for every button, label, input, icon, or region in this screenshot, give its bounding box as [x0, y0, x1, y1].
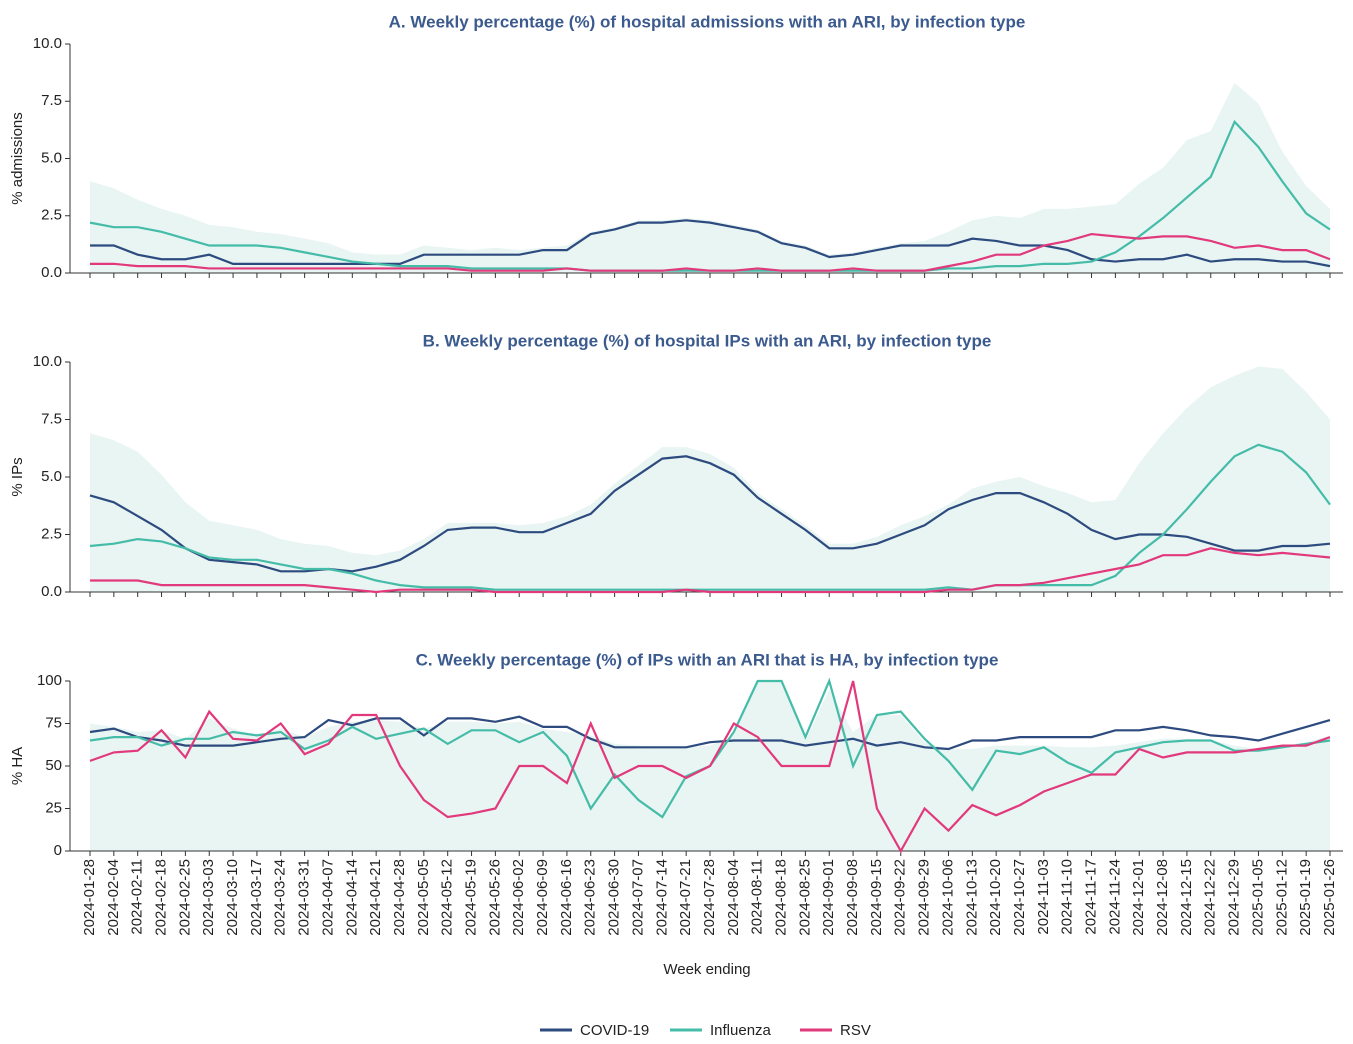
y-tick-label: 7.5: [41, 410, 62, 427]
x-tick-label: 2024-11-03: [1035, 859, 1052, 935]
x-tick-label: 2024-12-15: [1178, 859, 1195, 936]
y-axis-label: % admissions: [9, 112, 26, 205]
x-tick-label: 2024-05-26: [486, 859, 503, 936]
x-tick-label: 2024-04-14: [343, 859, 360, 936]
y-tick-label: 0: [54, 842, 62, 859]
x-tick-label: 2025-01-12: [1273, 859, 1290, 936]
x-tick-label: 2024-09-01: [820, 859, 837, 936]
x-tick-label: 2024-12-01: [1130, 859, 1147, 936]
x-tick-label: 2024-05-19: [463, 859, 480, 936]
band-area: [90, 366, 1330, 592]
x-tick-label: 2024-12-22: [1202, 859, 1219, 936]
x-tick-label: 2024-09-08: [844, 859, 861, 936]
x-tick-label: 2024-06-30: [606, 859, 623, 936]
x-tick-label: 2024-09-15: [868, 859, 885, 936]
series-line: [90, 219, 1331, 268]
x-tick-label: 2025-01-19: [1297, 859, 1314, 936]
x-tick-label: 2024-07-28: [701, 859, 718, 936]
x-tick-label: 2024-03-31: [296, 859, 313, 936]
x-tick-label: 2024-01-28: [81, 859, 98, 936]
x-tick-label: 2024-08-25: [796, 859, 813, 936]
x-tick-label: 2024-09-22: [892, 859, 909, 936]
x-tick-label: 2024-07-21: [677, 859, 694, 936]
x-tick-label: 2024-09-29: [916, 859, 933, 936]
x-tick-label: 2024-02-25: [176, 859, 193, 936]
y-axis-label: % HA: [9, 747, 26, 785]
series-line: [89, 455, 1331, 573]
x-tick-label: 2025-01-26: [1321, 859, 1338, 936]
x-axis-label: Week ending: [663, 961, 750, 978]
x-tick-label: 2024-02-11: [129, 859, 146, 935]
x-tick-label: 2024-06-16: [558, 859, 575, 936]
y-tick-label: 10.0: [33, 35, 62, 52]
chart-title: B. Weekly percentage (%) of hospital IPs…: [423, 331, 992, 350]
y-axis-label: % IPs: [9, 457, 26, 496]
x-tick-label: 2024-12-08: [1154, 859, 1171, 936]
series-line: [90, 232, 1331, 272]
x-tick-label: 2024-04-07: [319, 859, 336, 936]
x-tick-label: 2024-02-18: [153, 859, 170, 936]
x-tick-label: 2024-05-12: [439, 859, 456, 936]
chart-title: C. Weekly percentage (%) of IPs with an …: [416, 650, 999, 669]
x-tick-label: 2024-07-14: [653, 859, 670, 936]
x-tick-label: 2024-08-18: [773, 859, 790, 936]
series-line: [89, 680, 1331, 854]
series-line: [89, 715, 1331, 751]
y-tick-label: 5.0: [41, 468, 62, 485]
y-tick-label: 5.0: [41, 149, 62, 166]
x-tick-label: 2024-03-03: [200, 859, 217, 936]
y-tick-label: 100: [37, 672, 62, 689]
x-tick-label: 2024-11-24: [1106, 859, 1123, 935]
x-tick-label: 2024-10-20: [987, 859, 1004, 936]
series-line: [90, 547, 1331, 594]
y-tick-label: 2.5: [41, 525, 62, 542]
band-area: [90, 82, 1330, 274]
x-tick-label: 2024-03-10: [224, 859, 241, 936]
x-tick-label: 2024-11-10: [1059, 859, 1076, 935]
x-tick-label: 2024-08-04: [725, 859, 742, 936]
x-tick-label: 2024-10-27: [1011, 859, 1028, 936]
x-tick-label: 2025-01-05: [1249, 859, 1266, 936]
x-tick-label: 2024-10-06: [939, 859, 956, 936]
y-tick-label: 75: [45, 714, 62, 731]
x-tick-label: 2024-02-04: [105, 859, 122, 936]
y-tick-label: 0.0: [41, 583, 62, 600]
y-tick-label: 10.0: [33, 353, 62, 370]
x-tick-label: 2024-03-17: [248, 859, 265, 936]
legend-label: COVID-19: [580, 1022, 649, 1039]
y-tick-label: 50: [45, 757, 62, 774]
x-tick-label: 2024-08-11: [749, 859, 766, 935]
y-tick-label: 2.5: [41, 207, 62, 224]
y-tick-label: 0.0: [41, 264, 62, 281]
chart-title: A. Weekly percentage (%) of hospital adm…: [389, 12, 1026, 31]
legend-label: RSV: [840, 1022, 871, 1039]
x-tick-label: 2024-12-29: [1226, 859, 1243, 936]
y-tick-label: 7.5: [41, 92, 62, 109]
x-tick-label: 2024-11-17: [1083, 859, 1100, 935]
x-tick-label: 2024-06-09: [534, 859, 551, 936]
x-tick-label: 2024-03-24: [272, 859, 289, 936]
x-tick-label: 2024-06-02: [510, 859, 527, 936]
legend-label: Influenza: [710, 1022, 772, 1039]
x-tick-label: 2024-05-05: [415, 859, 432, 936]
x-tick-label: 2024-07-07: [629, 859, 646, 936]
y-tick-label: 25: [45, 799, 62, 816]
x-tick-label: 2024-10-13: [963, 859, 980, 936]
x-tick-label: 2024-06-23: [582, 859, 599, 936]
x-tick-label: 2024-04-21: [367, 859, 384, 936]
x-tick-label: 2024-04-28: [391, 859, 408, 936]
